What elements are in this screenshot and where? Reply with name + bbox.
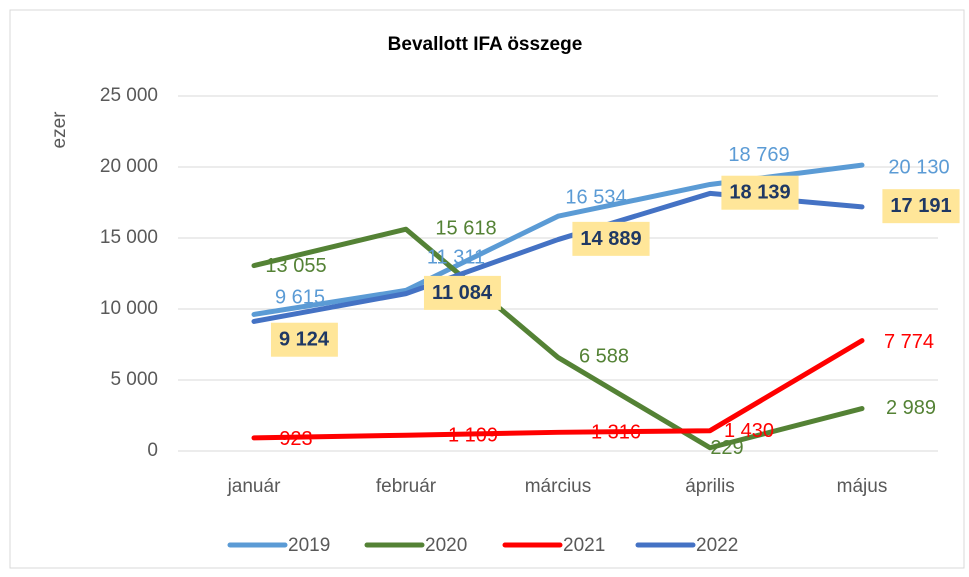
data-label: 14 889	[580, 228, 641, 250]
chart-title: Bevallott IFA összege	[388, 34, 583, 55]
data-label: 2 989	[886, 397, 936, 419]
data-label: 229	[710, 437, 743, 459]
data-label: 9 615	[275, 287, 325, 309]
y-tick-label: 20 000	[100, 156, 158, 177]
data-label: 1 109	[448, 425, 498, 447]
data-label: 13 055	[265, 255, 326, 277]
y-tick-label: 10 000	[100, 298, 158, 319]
data-label-box	[572, 221, 650, 256]
data-label-box	[423, 275, 501, 310]
data-label-box	[270, 322, 338, 357]
data-label: 17 191	[890, 195, 951, 217]
series-line	[251, 338, 865, 441]
data-label: 9 124	[279, 329, 330, 351]
data-label: 18 139	[729, 182, 790, 204]
legend-label: 2022	[696, 535, 738, 556]
data-label: 11 311	[427, 247, 485, 269]
data-label-box	[882, 189, 960, 224]
y-tick-label: 5 000	[110, 369, 158, 390]
legend-label: 2021	[563, 535, 605, 556]
data-label: 11 084	[432, 282, 493, 304]
data-label: 20 130	[888, 156, 949, 178]
data-label: 16 534	[565, 186, 626, 208]
x-tick-label: május	[837, 476, 888, 497]
x-tick-label: január	[227, 476, 281, 497]
data-label: 1 430	[724, 420, 774, 442]
y-tick-label: 25 000	[100, 85, 158, 106]
series-line	[251, 226, 865, 451]
y-axis-label: ezer	[49, 111, 70, 149]
data-label: 1 316	[591, 422, 641, 444]
data-label-box	[721, 175, 799, 210]
data-label: 7 774	[884, 331, 934, 353]
data-label: 923	[279, 428, 312, 450]
data-label: 18 769	[728, 144, 789, 166]
x-tick-label: február	[376, 476, 437, 497]
data-label: 15 618	[435, 218, 496, 240]
y-tick-label: 15 000	[100, 227, 158, 248]
legend-label: 2019	[288, 535, 330, 556]
x-tick-label: április	[685, 476, 735, 497]
y-tick-label: 0	[147, 440, 158, 461]
x-tick-label: március	[525, 476, 592, 497]
legend-label: 2020	[425, 535, 467, 556]
data-label: 6 588	[579, 346, 629, 368]
